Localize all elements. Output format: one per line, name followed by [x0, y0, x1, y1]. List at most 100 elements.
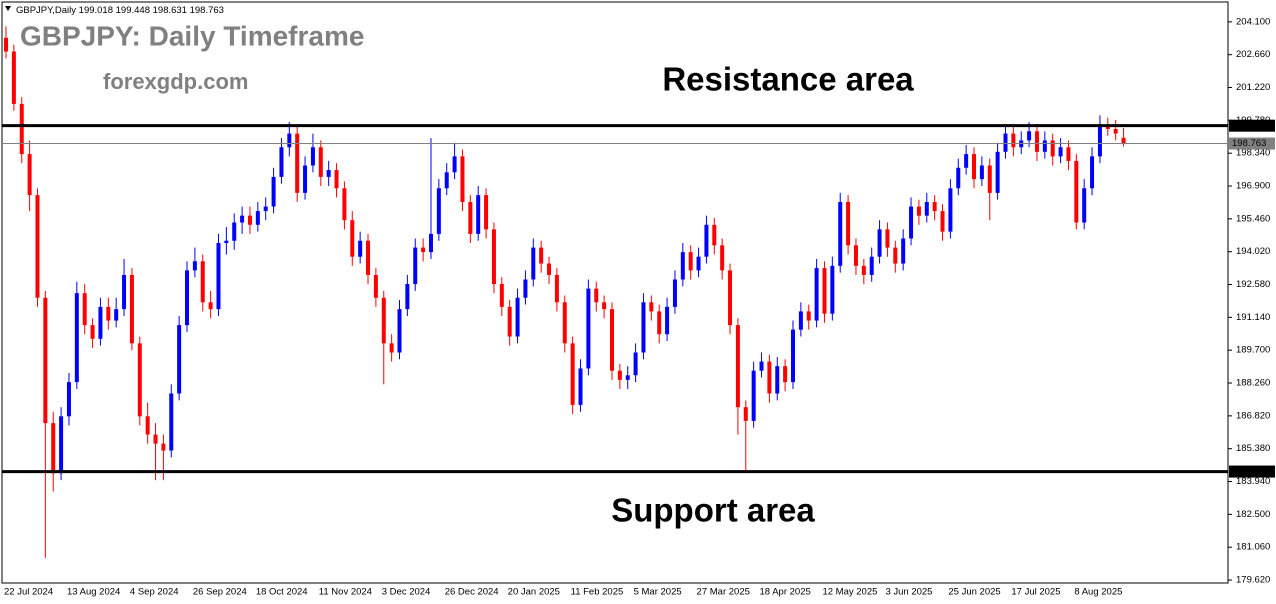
candle-body [444, 172, 449, 189]
candle-body [948, 188, 953, 232]
candle-body [263, 206, 268, 212]
candle-body [350, 220, 355, 257]
candle-body [74, 293, 79, 383]
candle-body [122, 274, 127, 310]
candle-body [169, 393, 174, 451]
x-tick-label: 4 Sep 2024 [130, 587, 179, 598]
candle-body [798, 311, 803, 330]
x-tick-label: 12 May 2025 [822, 587, 877, 598]
candle-body [649, 302, 654, 312]
candle-body [366, 240, 371, 275]
candle-body [578, 368, 583, 405]
candle-body [759, 361, 764, 371]
low: 198.631 [153, 5, 187, 16]
candle-body [4, 37, 8, 52]
candle-body [1113, 129, 1118, 134]
y-tick-label: 198.340 [1236, 148, 1270, 159]
candle-body [893, 247, 898, 264]
y-tick-label: 196.900 [1236, 181, 1270, 192]
candle-body [405, 284, 410, 310]
candle-body [358, 240, 363, 257]
candle-body [153, 434, 158, 444]
candle-body [814, 268, 819, 321]
candle-body [932, 201, 937, 212]
candle-body [216, 243, 221, 310]
x-tick-label: 18 Oct 2024 [256, 587, 308, 598]
candle-body [735, 325, 740, 408]
candle-body [161, 443, 166, 451]
candle-body [114, 309, 119, 321]
x-tick-label: 18 Apr 2025 [760, 587, 811, 598]
candle-body [137, 343, 142, 417]
candle-body [82, 293, 87, 326]
candle-body [192, 261, 197, 271]
header: GBPJPY,Daily 199.018 199.448 198.631 198… [16, 5, 224, 16]
candle-body [853, 245, 858, 266]
y-tick-label: 192.580 [1236, 279, 1270, 290]
candle-body [66, 382, 71, 417]
candle-body [547, 263, 552, 275]
candle-body [27, 154, 32, 196]
candle-body [594, 288, 599, 303]
x-tick-label: 20 Jan 2025 [508, 587, 560, 598]
candle-body [602, 302, 607, 310]
x-tick-label: 11 Feb 2025 [571, 587, 624, 598]
level-label: 198.763 [1232, 138, 1266, 149]
candle-body [1090, 156, 1095, 189]
candle-body [247, 215, 252, 225]
high: 199.448 [116, 5, 150, 16]
y-tick-label: 195.460 [1236, 213, 1270, 224]
y-tick-label: 185.380 [1236, 443, 1270, 454]
candle-body [672, 279, 677, 307]
candle-body [791, 329, 795, 383]
x-tick-label: 22 Jul 2024 [4, 587, 53, 598]
candle-body [523, 279, 528, 298]
candle-body [287, 133, 292, 148]
candle-body [688, 252, 693, 271]
chart-title: GBPJPY: Daily Timeframe [20, 20, 364, 51]
candle-body [11, 51, 16, 104]
candle-body [19, 103, 24, 155]
x-tick-label: 25 Jun 2025 [948, 587, 1000, 598]
x-tick-label: 26 Dec 2024 [445, 587, 499, 598]
candle-body [428, 233, 433, 253]
candle-body [499, 284, 504, 307]
annotation: Support area [611, 492, 815, 529]
level-label-box [1229, 465, 1275, 478]
candle-body [625, 375, 630, 380]
candle-body [98, 306, 103, 339]
candle-body [1011, 133, 1016, 148]
candle-body [877, 229, 882, 257]
candle-body [704, 224, 709, 257]
candle-body [728, 270, 733, 326]
candle-body [208, 302, 213, 310]
candle-body [924, 201, 929, 216]
y-tick-label: 182.500 [1236, 509, 1270, 520]
candle-body [476, 195, 481, 234]
candle-body [956, 167, 961, 189]
candle-body [940, 211, 945, 232]
x-tick-label: 8 Aug 2025 [1074, 587, 1122, 598]
candle-body [720, 245, 725, 271]
candle-body [987, 165, 992, 193]
candle-body [1027, 131, 1032, 141]
y-tick-label: 194.020 [1236, 246, 1270, 257]
candle-body [1058, 147, 1063, 157]
candle-body [617, 370, 622, 380]
candle-body [1121, 137, 1126, 144]
x-tick-label: 11 Nov 2024 [319, 587, 372, 598]
candle-body [413, 247, 418, 285]
candle-body [145, 416, 150, 435]
x-tick-label: 17 Jul 2025 [1011, 587, 1060, 598]
candle-body [373, 274, 378, 298]
y-tick-label: 183.940 [1236, 476, 1270, 487]
y-tick-label: 188.260 [1236, 378, 1270, 389]
x-tick-label: 3 Jun 2025 [885, 587, 932, 598]
candle-body [185, 270, 190, 326]
candle-body [397, 309, 402, 353]
candle-body [240, 215, 245, 223]
candle-body [452, 156, 457, 173]
candle-body [767, 361, 772, 394]
candle-body [539, 247, 544, 264]
